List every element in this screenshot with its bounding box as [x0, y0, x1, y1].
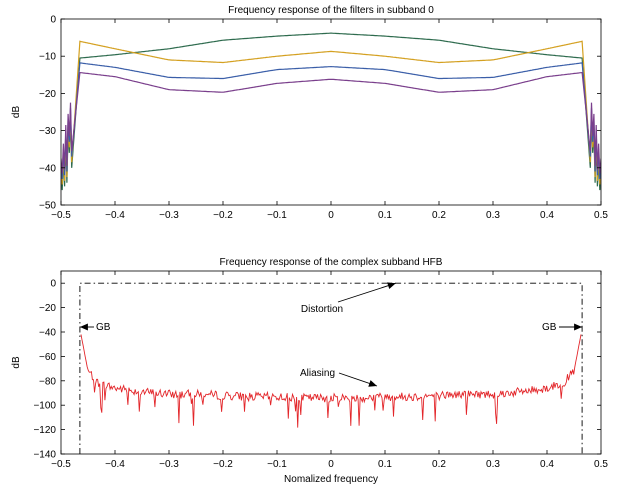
y-tick-label: −30 — [39, 126, 56, 137]
x-tick-label: −0.2 — [213, 459, 233, 470]
top-chart: Frequency response of the filters in sub… — [11, 5, 608, 221]
y-tick-label: −120 — [33, 425, 56, 436]
plot-area — [79, 282, 583, 454]
aliasing-line — [80, 334, 582, 428]
response-line-3 — [61, 71, 601, 174]
chart-title: Frequency response of the filters in sub… — [228, 5, 434, 16]
axes-box — [60, 18, 602, 206]
x-tick-label: 0 — [328, 459, 334, 470]
annotation-gb-left: GB — [96, 322, 111, 333]
x-tick-label: −0.4 — [105, 459, 125, 470]
y-tick-label: −100 — [33, 401, 56, 412]
annotation-distortion: Distortion — [301, 304, 343, 315]
axes-box — [60, 270, 602, 455]
x-tick-label: −0.5 — [51, 459, 71, 470]
y-axis-label: dB — [11, 356, 22, 369]
y-tick-label: −140 — [33, 450, 56, 461]
x-tick-label: 0.5 — [594, 210, 608, 221]
y-tick-label: −20 — [39, 303, 56, 314]
x-axis-label: Nomalized frequency — [284, 474, 378, 485]
response-line-0 — [61, 32, 601, 191]
x-tick-label: −0.2 — [213, 210, 233, 221]
x-tick-label: 0.5 — [594, 459, 608, 470]
x-tick-label: 0.4 — [540, 459, 554, 470]
plot-area — [61, 32, 601, 191]
y-tick-label: −40 — [39, 163, 56, 174]
x-tick-label: 0.2 — [432, 210, 446, 221]
x-tick-label: −0.1 — [267, 459, 287, 470]
x-tick-label: 0.3 — [486, 210, 500, 221]
x-tick-label: −0.3 — [159, 459, 179, 470]
x-tick-label: −0.4 — [105, 210, 125, 221]
x-tick-label: −0.5 — [51, 210, 71, 221]
distortion-arrow-head — [387, 282, 396, 290]
x-tick-label: −0.3 — [159, 210, 179, 221]
annotation-aliasing: Aliasing — [300, 368, 335, 379]
gb-left-arrow-head — [79, 323, 88, 331]
distortion-arrow-line — [337, 282, 396, 303]
response-line-1 — [61, 40, 601, 185]
gb-right-arrow-head — [574, 323, 583, 331]
x-tick-label: −0.1 — [267, 210, 287, 221]
y-tick-label: −10 — [39, 52, 56, 63]
y-tick-label: −60 — [39, 352, 56, 363]
aliasing-arrow-head — [368, 380, 377, 387]
bottom-chart: Frequency response of the complex subban… — [11, 257, 608, 485]
y-axis-label: dB — [11, 106, 22, 119]
y-tick-label: 0 — [50, 15, 56, 26]
x-tick-label: 0.1 — [378, 459, 392, 470]
y-tick-label: −20 — [39, 89, 56, 100]
distortion-line — [79, 282, 583, 454]
y-tick-label: −50 — [39, 201, 56, 212]
x-tick-label: 0.3 — [486, 459, 500, 470]
annotation-gb-right: GB — [542, 322, 557, 333]
x-tick-label: 0 — [328, 210, 334, 221]
y-tick-label: −80 — [39, 376, 56, 387]
y-tick-label: −40 — [39, 328, 56, 339]
response-line-2 — [61, 62, 601, 180]
x-tick-label: 0.2 — [432, 459, 446, 470]
y-tick-label: 0 — [50, 279, 56, 290]
chart-title: Frequency response of the complex subban… — [220, 257, 443, 268]
x-tick-label: 0.4 — [540, 210, 554, 221]
x-tick-label: 0.1 — [378, 210, 392, 221]
